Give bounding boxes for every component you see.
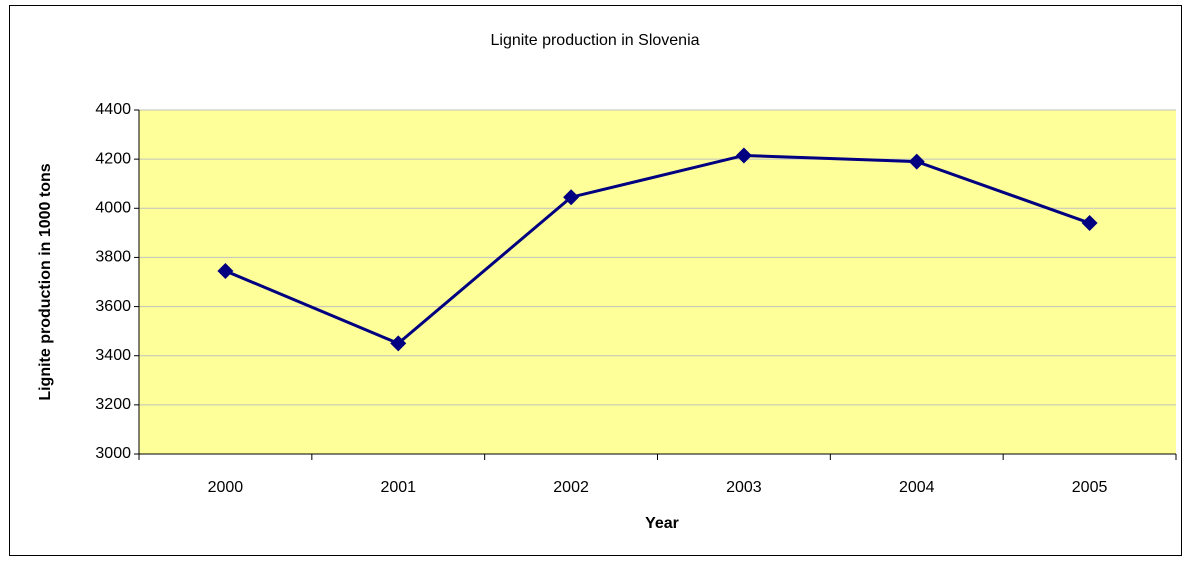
y-tick-label: 3800 (95, 249, 131, 266)
marker (217, 262, 234, 279)
x-tick-label: 2001 (380, 479, 416, 496)
y-tick-label: 3000 (95, 445, 131, 462)
marker (390, 335, 407, 352)
plot-area (139, 110, 1176, 454)
series-line (224, 153, 1091, 346)
marker (735, 147, 752, 164)
chart-title: Lignite production in Slovenia (490, 32, 699, 49)
marker (563, 189, 580, 206)
y-tick-label: 4000 (95, 200, 131, 217)
x-axis-label: Year (645, 515, 679, 532)
x-tick-label: 2000 (208, 479, 244, 496)
y-tick-label: 3400 (95, 347, 131, 364)
y-axis-label: Lignite production in 1000 tons (37, 163, 54, 400)
x-tick-label: 2002 (553, 479, 589, 496)
x-tick-label: 2004 (899, 479, 935, 496)
y-tick-label: 3600 (95, 298, 131, 315)
y-tick-label: 4400 (95, 101, 131, 118)
x-tick-label: 2005 (1072, 479, 1108, 496)
x-tick-label: 2003 (726, 479, 762, 496)
y-tick-label: 4200 (95, 150, 131, 167)
y-tick-label: 3200 (95, 396, 131, 413)
marker (908, 153, 925, 170)
marker (1081, 215, 1098, 232)
